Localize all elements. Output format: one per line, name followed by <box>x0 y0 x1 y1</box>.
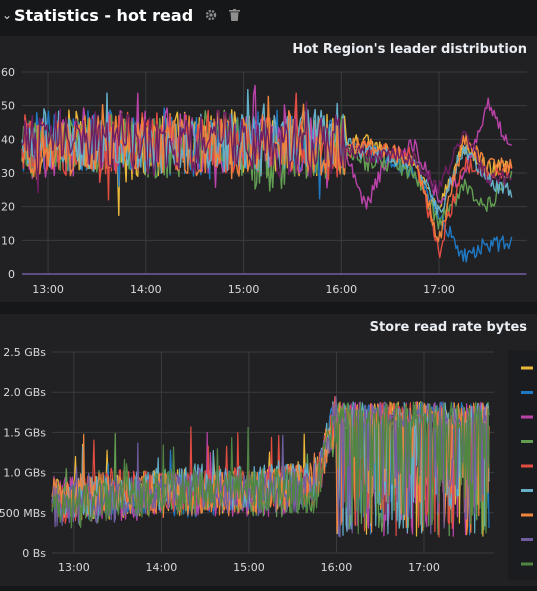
row-title[interactable]: Statistics - hot read <box>14 5 194 25</box>
trash-icon[interactable] <box>229 9 241 21</box>
x-tick-label: 16:00 <box>321 561 353 574</box>
series-line[interactable] <box>21 100 513 194</box>
leader-distribution-chart[interactable]: 0 10 20 30 40 50 60 13:00 14:00 15:00 16:00 17:00 <box>0 36 537 302</box>
y-tick-label: 1.5 GBs <box>3 426 46 439</box>
x-tick-label: 15:00 <box>228 283 260 296</box>
y-tick-label: 40 <box>1 133 15 146</box>
chevron-down-icon[interactable]: ⌄ <box>2 8 13 22</box>
x-tick-label: 16:00 <box>325 283 357 296</box>
x-tick-label: 17:00 <box>423 283 455 296</box>
store-read-rate-chart[interactable]: 0 Bs 500 MBs 1.0 GBs 1.5 GBs 2.0 GBs 2.5 GBs 1… <box>0 314 537 586</box>
x-tick-label: 17:00 <box>408 561 440 574</box>
x-tick-label: 14:00 <box>130 283 162 296</box>
y-tick-label: 500 MBs <box>0 507 46 520</box>
y-tick-label: 0 Bs <box>22 547 46 560</box>
gear-icon[interactable] <box>205 9 217 21</box>
y-tick-label: 10 <box>1 234 15 247</box>
y-tick-label: 50 <box>1 100 15 113</box>
x-tick-label: 13:00 <box>32 283 64 296</box>
series-line[interactable] <box>21 95 513 243</box>
y-tick-label: 30 <box>1 167 15 180</box>
x-tick-label: 13:00 <box>58 561 90 574</box>
leader-distribution-panel[interactable]: Hot Region's leader distribution 0 10 20 30… <box>0 36 537 302</box>
row-header[interactable]: ⌄ Statistics - hot read <box>0 0 537 30</box>
series-line[interactable] <box>51 401 490 535</box>
y-tick-label: 0 <box>8 268 15 281</box>
panel-title[interactable]: Hot Region's leader distribution <box>292 42 527 57</box>
x-tick-label: 14:00 <box>146 561 178 574</box>
y-tick-label: 1.0 GBs <box>3 467 46 480</box>
y-tick-label: 2.5 GBs <box>3 346 46 359</box>
x-tick-label: 15:00 <box>233 561 265 574</box>
panel-title[interactable]: Store read rate bytes <box>369 320 527 335</box>
y-tick-label: 2.0 GBs <box>3 386 46 399</box>
store-read-rate-panel[interactable]: Store read rate bytes 0 Bs 500 MBs 1.0 GBs… <box>0 314 537 586</box>
y-tick-label: 60 <box>1 66 15 79</box>
y-tick-label: 20 <box>1 201 15 214</box>
